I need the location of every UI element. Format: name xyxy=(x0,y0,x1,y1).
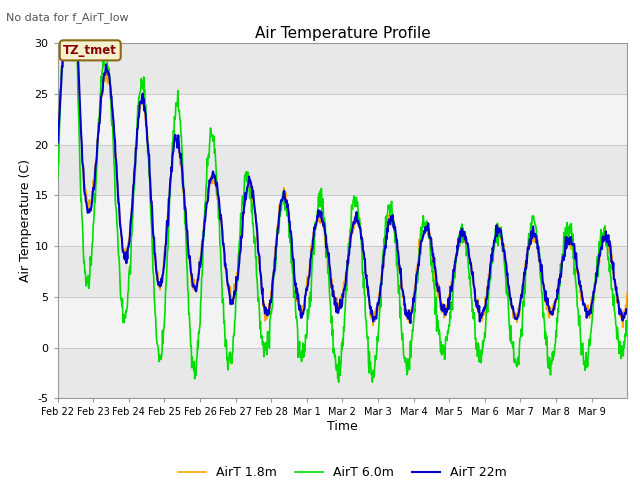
AirT 1.8m xyxy=(499,240,506,246)
Line: AirT 6.0m: AirT 6.0m xyxy=(58,43,627,382)
AirT 1.8m xyxy=(60,40,67,46)
Legend: AirT 1.8m, AirT 6.0m, AirT 22m: AirT 1.8m, AirT 6.0m, AirT 22m xyxy=(173,461,511,480)
AirT 6.0m xyxy=(60,40,67,46)
AirT 6.0m xyxy=(623,321,631,327)
AirT 22m xyxy=(623,307,631,312)
AirT 6.0m xyxy=(559,252,566,258)
Y-axis label: Air Temperature (C): Air Temperature (C) xyxy=(19,159,31,282)
AirT 6.0m xyxy=(143,124,150,130)
AirT 1.8m xyxy=(143,128,150,133)
AirT 22m xyxy=(60,40,68,46)
AirT 6.0m xyxy=(335,379,342,385)
AirT 6.0m xyxy=(54,176,61,181)
AirT 1.8m xyxy=(558,263,566,268)
AirT 22m xyxy=(54,140,61,146)
AirT 1.8m xyxy=(401,308,408,314)
AirT 1.8m xyxy=(116,219,124,225)
AirT 22m xyxy=(406,320,414,326)
Text: No data for f_AirT_low: No data for f_AirT_low xyxy=(6,12,129,23)
AirT 22m xyxy=(559,254,566,260)
AirT 22m xyxy=(116,225,124,230)
AirT 1.8m xyxy=(619,324,627,330)
Bar xyxy=(58,94,627,144)
AirT 22m xyxy=(143,125,150,131)
Title: Air Temperature Profile: Air Temperature Profile xyxy=(255,25,430,41)
AirT 6.0m xyxy=(116,291,124,297)
Bar xyxy=(58,297,627,348)
AirT 22m xyxy=(559,258,566,264)
AirT 6.0m xyxy=(499,246,507,252)
AirT 1.8m xyxy=(54,138,61,144)
Text: TZ_tmet: TZ_tmet xyxy=(63,44,117,57)
Line: AirT 1.8m: AirT 1.8m xyxy=(58,43,627,327)
AirT 1.8m xyxy=(559,260,566,265)
AirT 6.0m xyxy=(559,251,566,257)
Line: AirT 22m: AirT 22m xyxy=(58,43,627,323)
X-axis label: Time: Time xyxy=(327,420,358,433)
AirT 6.0m xyxy=(401,359,409,365)
Bar xyxy=(58,195,627,246)
AirT 22m xyxy=(499,241,507,247)
AirT 1.8m xyxy=(623,290,631,296)
AirT 22m xyxy=(401,302,408,308)
